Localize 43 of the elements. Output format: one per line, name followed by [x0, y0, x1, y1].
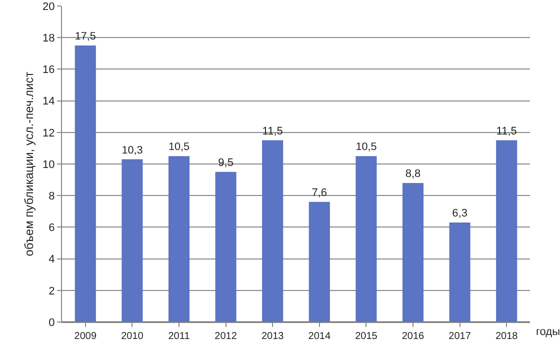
bar [74, 46, 96, 322]
x-tick-label: 2009 [74, 331, 97, 342]
data-label: 10,5 [356, 141, 377, 154]
y-tick-label: 16 [42, 64, 55, 76]
data-label: 9,5 [218, 156, 234, 169]
bar [262, 140, 284, 322]
bar [496, 140, 518, 322]
bar [122, 159, 143, 322]
y-tick-label: 12 [42, 127, 55, 140]
y-tick-label: 8 [48, 190, 55, 202]
y-tick-label: 0 [48, 316, 55, 329]
y-tick-label: 2 [48, 285, 55, 298]
x-tick-label: 2014 [308, 331, 331, 342]
data-label: 7,6 [312, 186, 328, 199]
x-axis-title: годы [536, 326, 560, 338]
data-label: 17,5 [74, 30, 96, 43]
y-tick-label: 14 [42, 96, 55, 108]
x-tick-label: 2012 [214, 331, 238, 342]
bar [402, 182, 424, 322]
x-tick-label: 2011 [168, 331, 190, 342]
bar [168, 156, 190, 322]
y-tick-label: 18 [42, 32, 55, 44]
data-label: 11,5 [496, 125, 517, 138]
x-tick-label: 2016 [402, 331, 425, 342]
data-label: 8,8 [405, 168, 421, 180]
bar [308, 202, 330, 322]
y-tick-label: 20 [42, 0, 55, 13]
y-tick-label: 4 [48, 254, 55, 266]
data-label: 10,3 [122, 144, 143, 156]
data-label: 10,5 [168, 141, 190, 154]
data-label: 6,3 [452, 207, 468, 220]
bar [215, 172, 236, 322]
x-tick-label: 2017 [448, 331, 472, 342]
y-tick-label: 10 [42, 158, 55, 171]
bar [449, 222, 470, 322]
y-axis-title: объем публикации, усл.-печ.лист [22, 71, 36, 256]
x-tick-label: 2010 [121, 331, 144, 342]
bar [356, 156, 377, 322]
x-tick-label: 2018 [495, 331, 518, 342]
y-tick-label: 6 [48, 222, 55, 234]
x-tick-label: 2013 [261, 331, 284, 342]
x-tick-label: 2015 [355, 331, 378, 342]
data-label: 11,5 [262, 125, 283, 138]
